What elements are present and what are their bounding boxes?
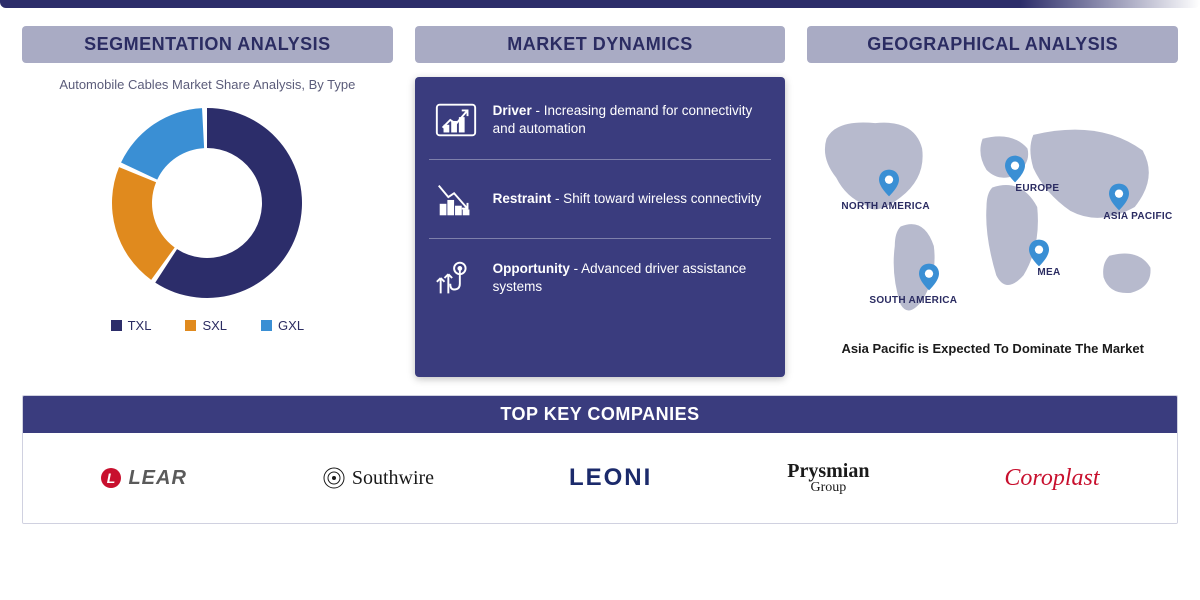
map-pin-icon <box>1029 239 1049 267</box>
legend-item: GXL <box>261 318 304 333</box>
companies-row: LLEAR Southwire LEONI PrysmianGroup Coroplas… <box>23 433 1177 523</box>
geo-panel: NORTH AMERICA EUROPE ASIA PACIFIC SOUTH AME… <box>807 77 1178 356</box>
map-pin-icon <box>1005 155 1025 183</box>
company-logo: LLEAR <box>100 467 186 490</box>
chart-rise-icon <box>433 97 479 143</box>
top-row: SEGMENTATION ANALYSIS Automobile Cables … <box>22 26 1178 377</box>
donut-chart <box>102 98 312 308</box>
lear-mark-icon: L <box>100 467 122 489</box>
segmentation-subtitle: Automobile Cables Market Share Analysis,… <box>59 77 355 92</box>
companies-header: TOP KEY COMPANIES <box>23 396 1177 433</box>
chart-fall-icon <box>433 176 479 222</box>
map-pin-icon <box>879 169 899 197</box>
geo-footnote: Asia Pacific is Expected To Dominate The… <box>841 341 1143 356</box>
companies-section: TOP KEY COMPANIES LLEAR Southwire LEONI Pry… <box>22 395 1178 524</box>
southwire-mark-icon <box>322 466 346 490</box>
legend-label: GXL <box>278 318 304 333</box>
world-map: NORTH AMERICA EUROPE ASIA PACIFIC SOUTH AME… <box>807 77 1178 337</box>
geo-column: GEOGRAPHICAL ANALYSIS NORTH AMERICA EUROP… <box>807 26 1178 377</box>
geo-header: GEOGRAPHICAL ANALYSIS <box>807 26 1178 63</box>
dynamics-text: Restraint - Shift toward wireless connec… <box>493 190 762 208</box>
divider <box>429 238 772 239</box>
dynamics-panel: Driver - Increasing demand for connectiv… <box>415 77 786 377</box>
touch-arrows-icon <box>433 255 479 301</box>
donut-legend: TXL SXL GXL <box>111 318 304 333</box>
legend-label: TXL <box>128 318 152 333</box>
segmentation-column: SEGMENTATION ANALYSIS Automobile Cables … <box>22 26 393 377</box>
company-logo: LEONI <box>569 464 652 492</box>
company-logo: Coroplast <box>1004 465 1099 492</box>
legend-item: SXL <box>185 318 227 333</box>
dynamics-header: MARKET DYNAMICS <box>415 26 786 63</box>
dynamics-column: MARKET DYNAMICS Driver - Increasing dema… <box>415 26 786 377</box>
legend-item: TXL <box>111 318 152 333</box>
dynamics-item: Driver - Increasing demand for connectiv… <box>429 89 772 151</box>
company-logo: Southwire <box>322 466 434 490</box>
dynamics-item: Opportunity - Advanced driver assistance… <box>429 247 772 309</box>
dynamics-item: Restraint - Shift toward wireless connec… <box>429 168 772 230</box>
divider <box>429 159 772 160</box>
dynamics-text: Opportunity - Advanced driver assistance… <box>493 260 768 296</box>
map-region-label: EUROPE <box>1015 183 1059 194</box>
map-region-label: NORTH AMERICA <box>841 201 930 212</box>
map-pin-icon <box>1109 183 1129 211</box>
dynamics-text: Driver - Increasing demand for connectiv… <box>493 102 768 138</box>
segmentation-header: SEGMENTATION ANALYSIS <box>22 26 393 63</box>
legend-label: SXL <box>202 318 227 333</box>
map-region-label: SOUTH AMERICA <box>869 295 957 306</box>
company-logo: PrysmianGroup <box>787 461 869 495</box>
svg-text:L: L <box>107 470 116 486</box>
map-pin-icon <box>919 263 939 291</box>
map-region-label: MEA <box>1037 267 1060 278</box>
map-region-label: ASIA PACIFIC <box>1103 211 1172 222</box>
